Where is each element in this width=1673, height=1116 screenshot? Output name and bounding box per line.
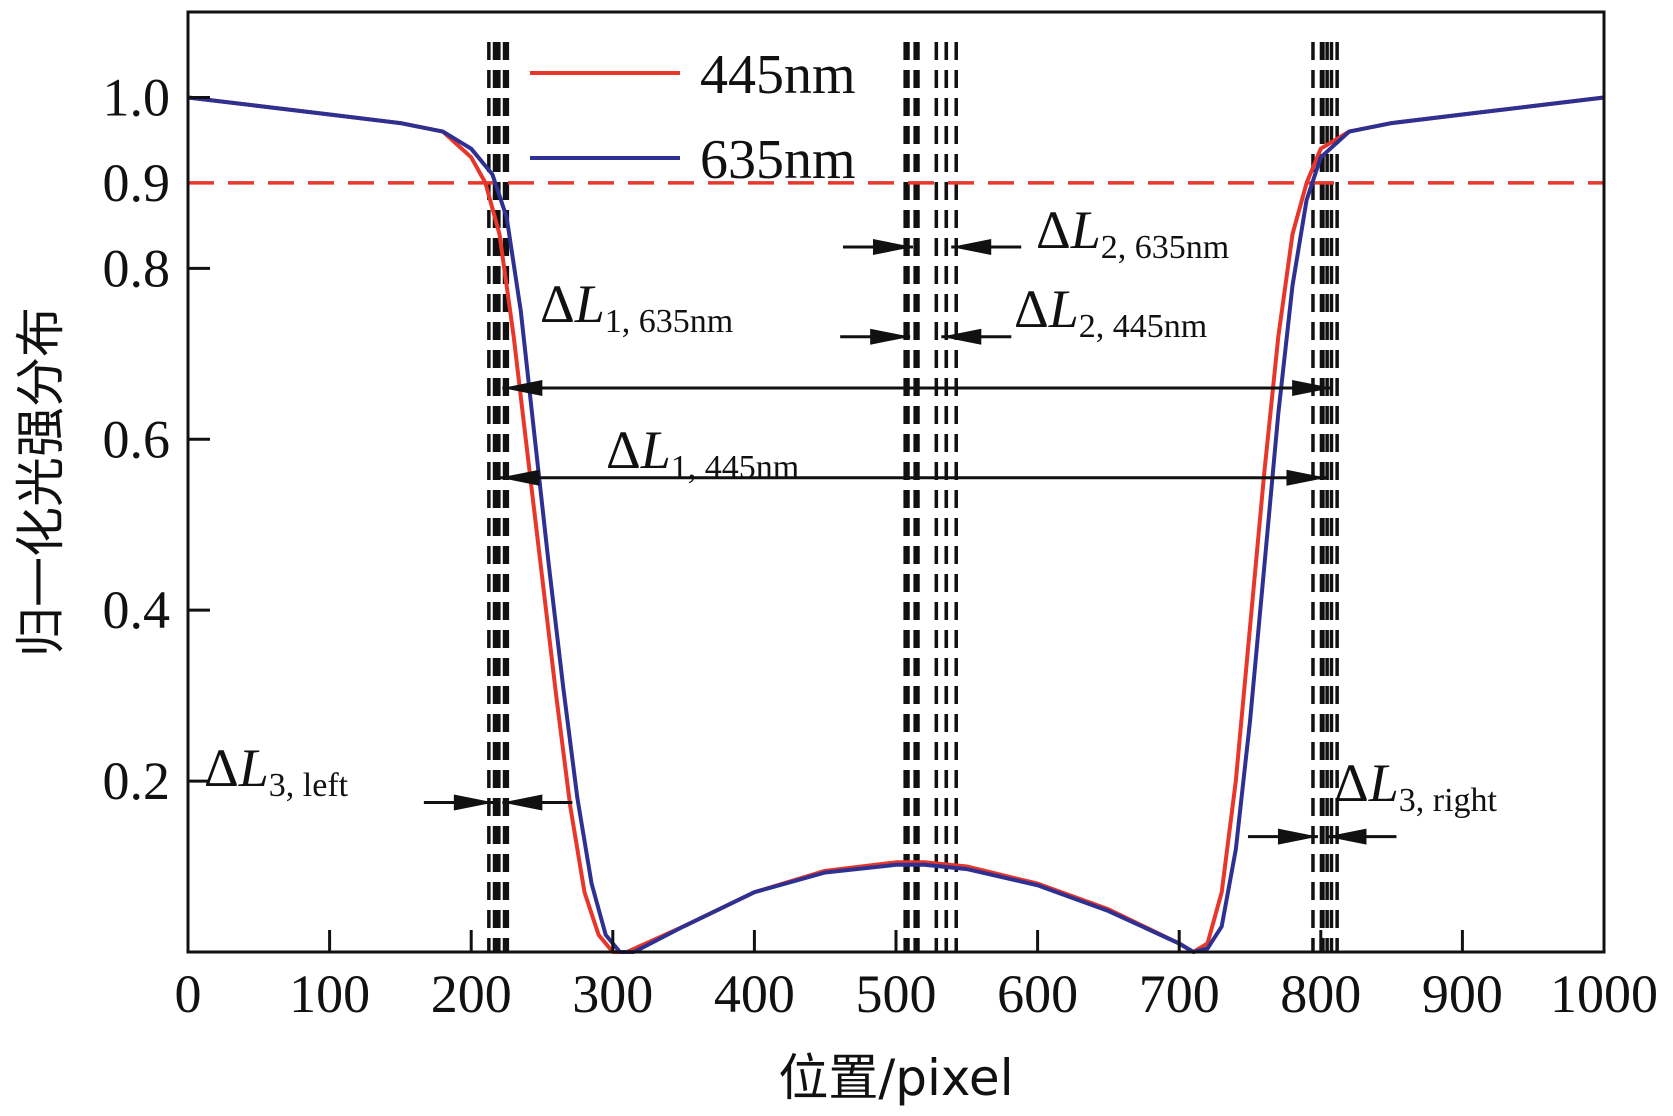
x-tick-label-600: 600 (997, 964, 1078, 1024)
annotation-label-2: ΔL2, 635nm (1036, 200, 1229, 266)
y-tick-label-0.2: 0.2 (103, 751, 171, 811)
x-tick-label-300: 300 (572, 964, 653, 1024)
x-tick-label-500: 500 (856, 964, 937, 1024)
annotation-symbol-2: L (1070, 200, 1101, 260)
arrowhead-0-1 (1292, 380, 1333, 396)
arrowhead-1-1 (1286, 469, 1327, 486)
series-line-445nm (187, 95, 1605, 954)
annotation-main-1: Δ (606, 420, 641, 480)
arrowhead-5-1 (1326, 828, 1367, 845)
arrowhead-1-0 (499, 469, 540, 486)
series-layer (187, 95, 1605, 954)
x-tick-label-700: 700 (1139, 964, 1220, 1024)
annotation-sub-4: 3, left (269, 767, 349, 804)
x-tick-label-900: 900 (1422, 964, 1503, 1024)
annotation-label-0: ΔL1, 635nm (540, 274, 733, 340)
annotation-label-4: ΔL3, left (204, 738, 349, 804)
ticks: 0 100 200 300 400 500 600 700 800 900 1000 0.2 0.4 0.… (103, 67, 1659, 1024)
y-axis-title: 归一化光强分布 (12, 307, 70, 657)
y-tick-label-0.4: 0.4 (103, 580, 171, 640)
arrowhead-3-0 (870, 328, 911, 345)
x-tick-label-0: 0 (175, 964, 202, 1024)
legend-label-635nm: 635nm (700, 129, 856, 191)
annotation-symbol-4: L (238, 738, 269, 798)
annotation-3: ΔL2, 445nm (840, 279, 1207, 345)
series-line-635nm (187, 95, 1605, 954)
x-axis-title: 位置/pixel (778, 1049, 1013, 1107)
arrowhead-4-0 (453, 794, 494, 811)
arrowhead-3-1 (941, 328, 982, 345)
legend-label-445nm: 445nm (700, 44, 856, 106)
vertical-reference-lines (487, 42, 1339, 952)
annotation-main-3: Δ (1014, 279, 1049, 339)
annotation-label-5: ΔL3, right (1334, 753, 1498, 819)
y-tick-label-0.8: 0.8 (103, 238, 171, 298)
annotation-sub-0: 1, 635nm (605, 303, 733, 340)
arrowhead-5-0 (1277, 828, 1318, 845)
y-tick-label-1: 1.0 (103, 67, 171, 127)
y-tick-label-0.9: 0.9 (103, 153, 171, 213)
annotation-main-5: Δ (1334, 753, 1369, 813)
annotation-sub-1: 1, 445nm (671, 449, 799, 486)
annotation-symbol-0: L (574, 274, 605, 334)
annotation-5: ΔL3, right (1247, 753, 1498, 845)
annotation-sub-3: 2, 445nm (1079, 308, 1207, 345)
annotation-sub-5: 3, right (1399, 782, 1498, 819)
x-tick-label-400: 400 (714, 964, 795, 1024)
legend: 445nm 635nm (530, 44, 856, 191)
annotation-main-2: Δ (1036, 200, 1071, 260)
annotation-label-1: ΔL1, 445nm (606, 420, 799, 486)
x-tick-label-100: 100 (289, 964, 370, 1024)
annotation-1: ΔL1, 445nm (499, 420, 1327, 486)
annotation-4: ΔL3, left (204, 738, 573, 811)
y-tick-label-0.6: 0.6 (103, 409, 171, 469)
arrowhead-2-1 (951, 239, 992, 255)
annotation-label-3: ΔL2, 445nm (1014, 279, 1207, 345)
annotation-main-4: Δ (204, 738, 239, 798)
arrowhead-4-1 (502, 794, 543, 811)
x-tick-label-1000: 1000 (1550, 964, 1658, 1024)
arrowhead-2-0 (872, 239, 913, 255)
annotation-sub-2: 2, 635nm (1101, 229, 1229, 266)
annotation-symbol-5: L (1368, 753, 1399, 813)
x-tick-label-200: 200 (431, 964, 512, 1024)
annotation-symbol-1: L (640, 420, 671, 480)
arrowhead-0-0 (502, 380, 543, 396)
annotation-main-0: Δ (540, 274, 575, 334)
annotation-symbol-3: L (1048, 279, 1079, 339)
annotation-0: ΔL1, 635nm (502, 274, 1333, 396)
annotation-2: ΔL2, 635nm (842, 200, 1229, 266)
x-tick-label-800: 800 (1280, 964, 1361, 1024)
